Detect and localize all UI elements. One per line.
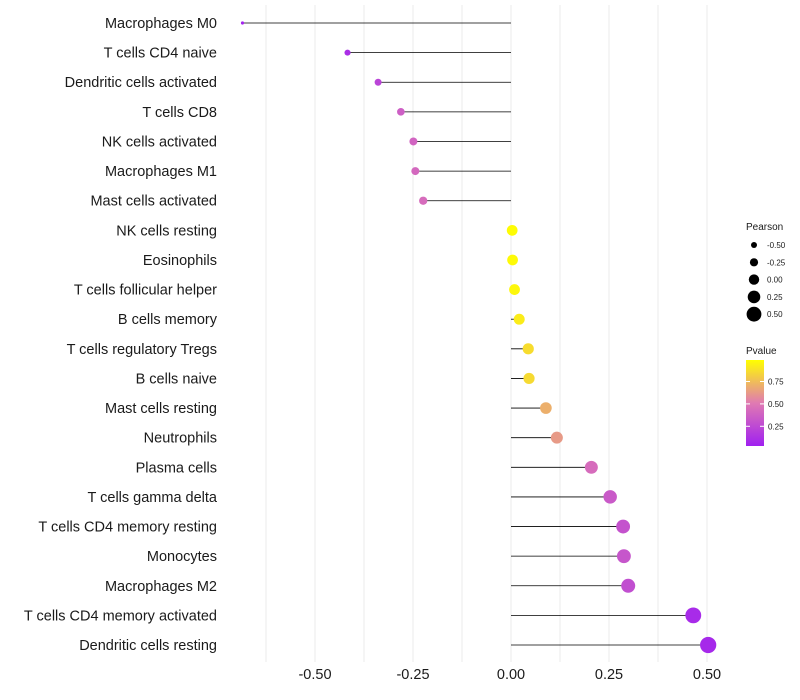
lollipop-point — [419, 196, 428, 205]
lollipop-point — [509, 284, 520, 295]
lollipop-point — [344, 49, 351, 56]
stem-layer — [242, 22, 709, 646]
category-label: Monocytes — [147, 549, 217, 565]
lollipop-point — [550, 431, 563, 444]
lollipop-point — [616, 549, 631, 564]
size-legend-key — [746, 306, 762, 322]
color-legend: Pvalue 0.25 0.50 0.75 — [746, 346, 784, 446]
size-legend-label: -0.25 — [767, 258, 786, 267]
x-tick-label: 0.50 — [693, 667, 721, 683]
size-legend-label: 0.25 — [767, 293, 783, 302]
size-legend-key — [747, 290, 761, 304]
size-legend-key — [749, 258, 759, 267]
category-label: Dendritic cells activated — [65, 75, 217, 91]
size-legend-key — [751, 242, 757, 248]
category-label: T cells CD4 memory resting — [38, 520, 217, 536]
category-label: Neutrophils — [144, 431, 217, 447]
size-legend-label: 0.50 — [767, 310, 783, 319]
category-label: Macrophages M0 — [105, 16, 217, 32]
lollipop-point — [700, 636, 717, 654]
category-label: T cells CD4 naive — [104, 46, 217, 62]
color-legend-label: 0.75 — [768, 378, 784, 387]
lollipop-point — [397, 108, 405, 116]
category-label: B cells naive — [136, 371, 217, 387]
lollipop-point — [411, 167, 420, 176]
lollipop-point — [507, 254, 518, 266]
size-legend: Pearson -0.50 -0.25 0.00 0.25 0.50 — [746, 222, 786, 322]
category-label: T cells CD4 memory activated — [24, 608, 217, 624]
category-label: Macrophages M2 — [105, 579, 217, 595]
grid-layer — [265, 5, 708, 662]
lollipop-point — [603, 490, 617, 504]
category-label: Eosinophils — [143, 253, 217, 269]
lollipop-point — [506, 224, 518, 236]
category-labels: Macrophages M0 T cells CD4 naive Dendritic… — [24, 16, 218, 654]
x-tick-label: -0.50 — [298, 667, 331, 683]
x-tick-label: 0.00 — [497, 667, 525, 683]
lollipop-point — [374, 78, 382, 86]
color-legend-label: 0.25 — [768, 422, 784, 431]
size-legend-label: -0.50 — [767, 241, 786, 250]
size-legend-key — [748, 274, 760, 285]
lollipop-point — [540, 402, 552, 414]
category-label: T cells regulatory Tregs — [67, 342, 217, 358]
category-label: NK cells resting — [116, 223, 217, 239]
lollipop-point — [409, 137, 418, 146]
lollipop-point — [616, 519, 631, 534]
size-legend-title: Pearson — [746, 222, 783, 233]
lollipop-point — [513, 313, 525, 325]
color-legend-bar — [746, 360, 764, 446]
lollipop-point — [240, 21, 245, 25]
category-label: Mast cells resting — [105, 401, 217, 417]
category-label: Mast cells activated — [90, 194, 217, 210]
color-legend-title: Pvalue — [746, 346, 777, 357]
category-label: T cells follicular helper — [74, 283, 217, 299]
category-label: NK cells activated — [102, 134, 217, 150]
category-label: Dendritic cells resting — [79, 638, 217, 654]
lollipop-point — [522, 343, 534, 355]
lollipop-point — [584, 460, 598, 474]
x-axis-tick-labels: -0.50 -0.25 0.00 0.25 0.50 — [298, 667, 721, 683]
category-label: Macrophages M1 — [105, 164, 217, 180]
x-tick-label: 0.25 — [595, 667, 623, 683]
category-label: T cells CD8 — [142, 105, 217, 121]
category-label: T cells gamma delta — [88, 490, 218, 506]
color-legend-label: 0.50 — [768, 400, 784, 409]
point-layer — [240, 21, 717, 654]
lollipop-point — [685, 607, 702, 624]
lollipop-point — [621, 578, 636, 593]
category-label: Plasma cells — [136, 460, 217, 476]
size-legend-label: 0.00 — [767, 276, 783, 285]
category-label: B cells memory — [118, 312, 218, 328]
x-tick-label: -0.25 — [396, 667, 429, 683]
lollipop-point — [523, 372, 535, 385]
